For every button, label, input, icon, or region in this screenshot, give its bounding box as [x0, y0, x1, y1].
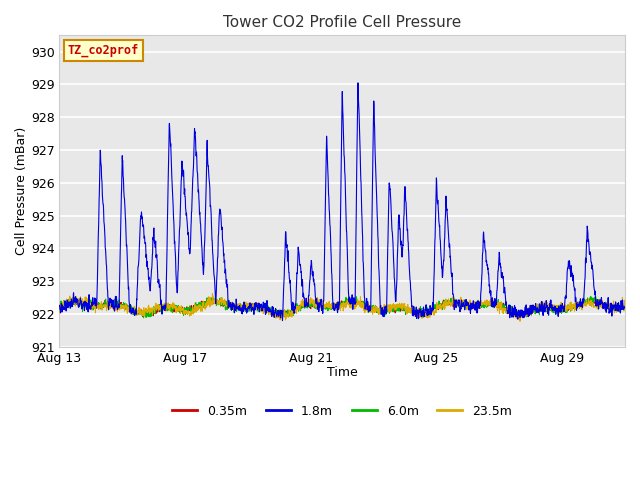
Legend: 0.35m, 1.8m, 6.0m, 23.5m: 0.35m, 1.8m, 6.0m, 23.5m: [167, 400, 517, 423]
Title: Tower CO2 Profile Cell Pressure: Tower CO2 Profile Cell Pressure: [223, 15, 461, 30]
Text: TZ_co2prof: TZ_co2prof: [68, 44, 139, 57]
Y-axis label: Cell Pressure (mBar): Cell Pressure (mBar): [15, 127, 28, 255]
X-axis label: Time: Time: [327, 366, 358, 379]
